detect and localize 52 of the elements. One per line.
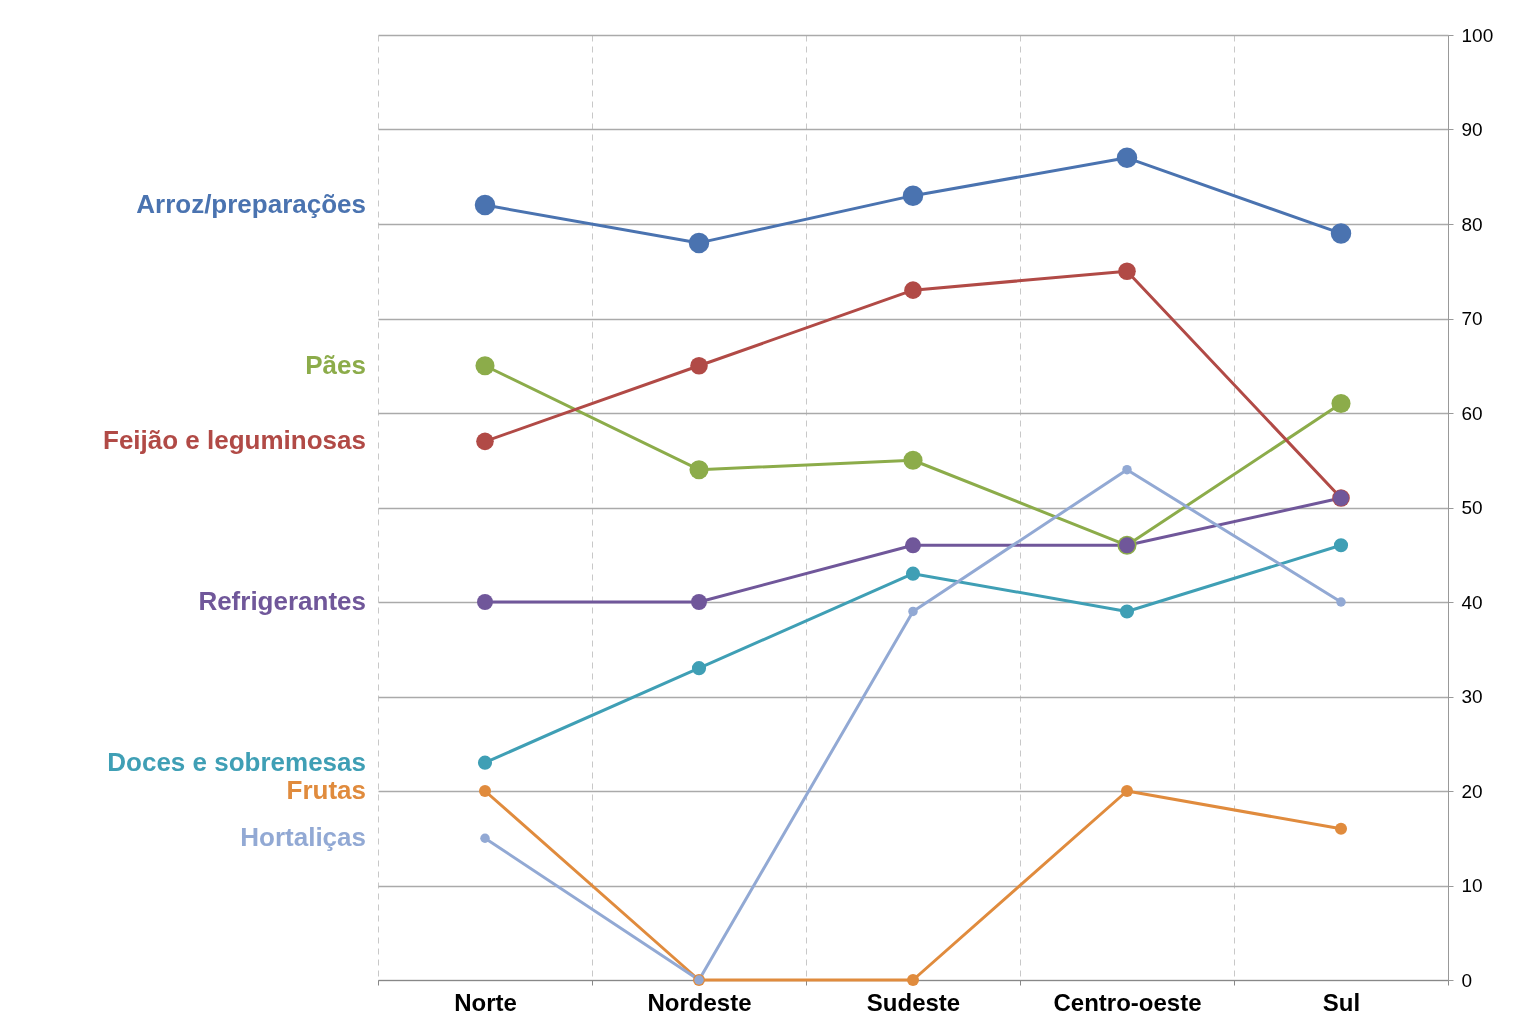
- point: [1336, 597, 1346, 607]
- x-tick-label: Sul: [1322, 988, 1361, 1016]
- point: [1122, 464, 1132, 475]
- point: [1119, 604, 1135, 619]
- point: [906, 973, 920, 987]
- point: [688, 232, 710, 254]
- x-tick-label: Sudeste: [866, 988, 961, 1016]
- point: [904, 281, 922, 299]
- point: [1333, 538, 1349, 553]
- text: Hortaliças: [240, 822, 366, 853]
- y-tick-label: 50: [1461, 497, 1483, 518]
- point: [1118, 262, 1136, 281]
- point: [902, 185, 924, 206]
- text: Refrigerantes: [198, 586, 366, 616]
- point: [1330, 223, 1352, 244]
- text: Doces e sobremesas: [107, 746, 366, 777]
- point: [689, 460, 709, 480]
- point: [476, 432, 494, 451]
- point: [905, 566, 921, 581]
- point: [480, 833, 490, 843]
- y-tick-label: 30: [1461, 686, 1483, 707]
- y-tick-label: 20: [1461, 780, 1483, 802]
- text: Pães: [305, 349, 366, 380]
- y-tick-label: 0: [1461, 969, 1473, 991]
- point: [691, 594, 707, 610]
- text: Frutas: [286, 775, 366, 805]
- y-tick-label: 10: [1461, 875, 1483, 896]
- point: [903, 450, 923, 470]
- point: [690, 356, 708, 375]
- y-tick-label: 90: [1461, 119, 1483, 140]
- point: [1116, 147, 1138, 169]
- x-tick-label: Nordeste: [647, 988, 752, 1016]
- x-tick-label: Norte: [454, 988, 517, 1016]
- point: [691, 661, 707, 676]
- point: [478, 784, 492, 798]
- y-tick-label: 100: [1461, 24, 1494, 46]
- point: [477, 594, 493, 610]
- point: [1334, 822, 1348, 835]
- y-tick-label: 80: [1461, 213, 1483, 235]
- y-tick-label: 70: [1461, 308, 1483, 329]
- point: [474, 194, 496, 216]
- point: [477, 755, 493, 770]
- x-tick-label: Centro-oeste: [1053, 988, 1202, 1016]
- point: [475, 356, 495, 376]
- point: [1120, 784, 1134, 798]
- y-tick-label: 40: [1461, 591, 1483, 613]
- point: [1331, 394, 1351, 414]
- text: Arroz/preparações: [136, 189, 366, 220]
- y-tick-label: 60: [1461, 402, 1483, 424]
- text: Feijão e leguminosas: [103, 425, 366, 456]
- point: [908, 606, 918, 617]
- point: [905, 537, 921, 554]
